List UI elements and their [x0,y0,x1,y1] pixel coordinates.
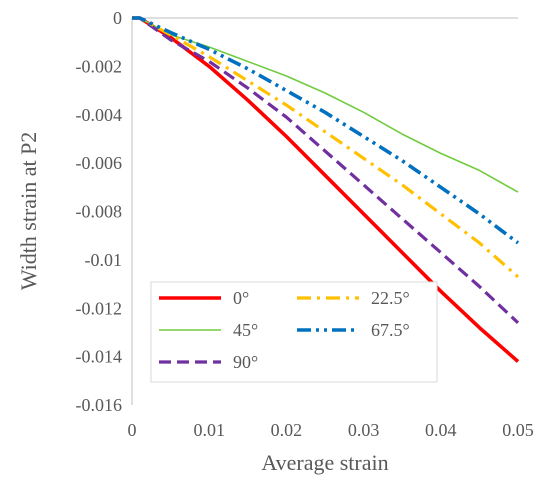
axes [131,17,518,405]
legend-label-0: 0° [233,288,249,308]
series-layer [132,16,520,363]
y-tick-label: 0 [113,8,122,28]
y-tick-label: -0.012 [76,298,123,318]
x-tick-label: 0.02 [271,420,303,440]
series-line-2 [132,16,520,324]
legend-label-3: 22.5° [371,288,410,308]
x-tick-label: 0 [128,420,137,440]
series-line-4 [132,16,520,245]
series-line-0 [132,16,520,363]
y-tick-label: -0.016 [76,395,123,415]
series-line-3 [132,16,520,279]
x-tick-label: 0.03 [348,420,380,440]
x-tick-label: 0.05 [502,420,534,440]
x-tick-labels: 0 0.01 0.02 0.03 0.04 0.05 [128,420,534,440]
y-tick-label: -0.014 [76,347,123,367]
x-axis-title: Average strain [261,450,388,475]
legend: 0° 45° 90° 22.5° 67.5° [150,281,438,383]
y-tick-label: -0.006 [76,153,123,173]
legend-label-2: 90° [233,352,258,372]
x-tick-label: 0.01 [193,420,225,440]
x-tick-label: 0.04 [425,420,457,440]
y-axis-title: Width strain at P2 [16,132,41,291]
legend-label-1: 45° [233,320,258,340]
y-tick-label: -0.01 [85,250,123,270]
y-tick-labels: 0 -0.002 -0.004 -0.006 -0.008 -0.01 -0.012 -0.0… [76,8,123,415]
legend-label-4: 67.5° [371,320,410,340]
y-tick-label: -0.008 [76,202,123,222]
y-tick-label: -0.002 [76,56,123,76]
y-tick-label: -0.004 [76,105,123,125]
